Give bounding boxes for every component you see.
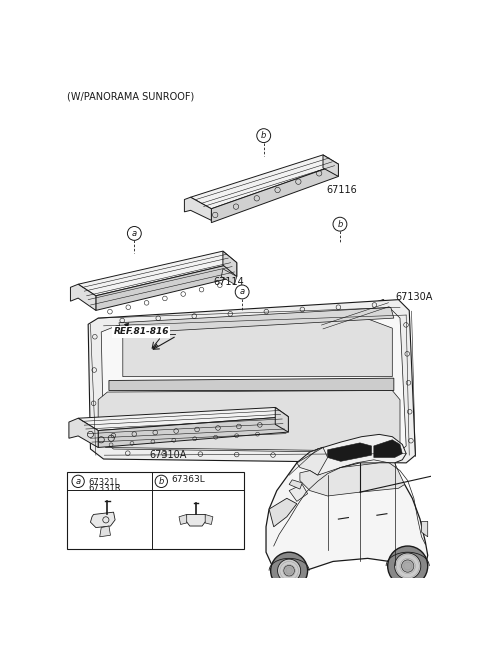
Polygon shape (69, 418, 98, 447)
Polygon shape (211, 164, 338, 223)
Polygon shape (119, 308, 394, 334)
Polygon shape (98, 417, 288, 447)
Text: a: a (75, 477, 81, 486)
Circle shape (333, 217, 347, 231)
Polygon shape (185, 515, 207, 526)
Polygon shape (101, 309, 406, 453)
Polygon shape (289, 484, 308, 502)
Polygon shape (123, 317, 392, 376)
Text: 67331R: 67331R (88, 484, 121, 493)
Polygon shape (297, 447, 328, 475)
Polygon shape (383, 300, 394, 321)
Text: 67114: 67114 (214, 277, 244, 287)
Circle shape (72, 475, 84, 487)
Polygon shape (88, 300, 415, 463)
Polygon shape (205, 515, 213, 524)
Circle shape (395, 553, 421, 579)
Text: a: a (132, 229, 137, 238)
Polygon shape (266, 447, 428, 575)
Polygon shape (223, 251, 237, 276)
Polygon shape (96, 263, 237, 310)
Polygon shape (78, 251, 237, 296)
Text: 67321L: 67321L (88, 478, 120, 487)
Polygon shape (275, 408, 288, 432)
Polygon shape (329, 308, 394, 346)
Polygon shape (317, 300, 394, 332)
Polygon shape (109, 378, 394, 391)
Polygon shape (90, 512, 115, 528)
Circle shape (402, 560, 414, 572)
Polygon shape (179, 515, 187, 524)
Polygon shape (71, 284, 96, 310)
Polygon shape (342, 324, 346, 330)
Polygon shape (323, 155, 338, 177)
Polygon shape (78, 408, 288, 430)
Polygon shape (289, 480, 302, 489)
Polygon shape (328, 443, 372, 461)
Polygon shape (221, 269, 237, 284)
Circle shape (271, 552, 308, 589)
Circle shape (277, 559, 300, 582)
Text: b: b (261, 131, 266, 140)
Text: REF.81-816: REF.81-816 (114, 328, 169, 336)
Text: 67363L: 67363L (171, 475, 205, 484)
Text: b: b (158, 477, 164, 486)
Text: a: a (240, 288, 245, 297)
Circle shape (127, 227, 141, 240)
Circle shape (388, 546, 428, 586)
Polygon shape (124, 323, 129, 329)
Polygon shape (98, 391, 400, 451)
Text: b: b (337, 219, 343, 228)
Polygon shape (306, 434, 406, 475)
Text: (W/PANORAMA SUNROOF): (W/PANORAMA SUNROOF) (67, 92, 194, 102)
Circle shape (235, 285, 249, 299)
Text: 67130A: 67130A (396, 292, 433, 302)
Polygon shape (421, 521, 428, 537)
Circle shape (284, 565, 295, 576)
Text: 67116: 67116 (327, 184, 358, 195)
Bar (67, 472, 244, 549)
Polygon shape (100, 526, 110, 537)
Text: 67310A: 67310A (150, 450, 187, 460)
Polygon shape (300, 463, 405, 496)
Polygon shape (374, 440, 402, 458)
Circle shape (155, 475, 168, 487)
Circle shape (257, 129, 271, 143)
Polygon shape (269, 498, 297, 527)
Polygon shape (184, 197, 211, 220)
Polygon shape (191, 155, 338, 209)
